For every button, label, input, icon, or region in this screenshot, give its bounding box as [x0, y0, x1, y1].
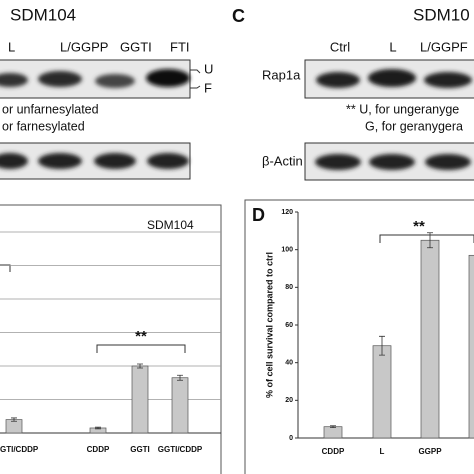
chart-frame	[0, 204, 222, 474]
bar	[372, 345, 392, 439]
panel-label: C	[232, 6, 245, 26]
error-bar	[137, 363, 143, 369]
blot	[304, 142, 474, 181]
bar	[131, 365, 149, 434]
note: ** U, for ungeranyge	[346, 102, 459, 116]
lane-label: FTI	[170, 39, 190, 54]
bracket	[379, 234, 474, 243]
note: or farnesylated	[2, 119, 85, 133]
bar	[468, 254, 474, 439]
bar	[420, 239, 440, 439]
lane-label: L/GGPF	[420, 39, 468, 54]
error-bar	[379, 335, 385, 356]
blot	[304, 59, 474, 99]
bar	[323, 426, 343, 439]
x-tick-label: CDDP	[322, 447, 345, 456]
bar	[171, 377, 189, 434]
y-tick-label: 0	[289, 435, 293, 442]
chart-title: SDM104	[147, 218, 194, 232]
error-bar	[330, 425, 336, 429]
x-tick-label: GTI/CDDP	[0, 445, 39, 454]
chart-frame	[244, 199, 474, 474]
y-tick-label: 80	[285, 284, 293, 291]
bracket	[0, 264, 11, 272]
error-bar	[177, 374, 183, 381]
error-bar	[95, 426, 101, 430]
band-label: U	[204, 61, 213, 76]
y-tick-label: 40	[285, 360, 293, 367]
y-tick-label: 20	[285, 397, 293, 404]
x-tick-label: GGPP	[418, 447, 442, 456]
x-tick-label: GGTI	[130, 445, 150, 454]
band-label: F	[204, 80, 212, 95]
blot-title: SDM10	[413, 5, 470, 24]
blot-title: SDM104	[10, 5, 76, 24]
row-label: Rap1a	[262, 67, 301, 82]
annotation: **	[135, 328, 147, 345]
lane-label: GGTI	[120, 39, 152, 54]
y-tick-label: 100	[281, 247, 293, 254]
lane-label: L	[8, 39, 15, 54]
error-bar	[11, 417, 17, 422]
blot	[0, 142, 191, 180]
annotation: **	[413, 218, 425, 235]
panel-label: D	[252, 205, 265, 225]
lane-label: Ctrl	[330, 39, 350, 54]
y-axis-label: % of cell survival compared to ctrl	[264, 252, 274, 398]
x-tick-label: CDDP	[87, 445, 110, 454]
y-tick-label: 120	[281, 209, 293, 216]
lane-label: L/GGPP	[60, 39, 108, 54]
bracket	[96, 344, 186, 353]
note: G, for geranygera	[365, 119, 463, 133]
note: or unfarnesylated	[2, 102, 99, 116]
x-tick-label: GGTI/CDDP	[158, 445, 203, 454]
y-tick-label: 60	[285, 322, 293, 329]
row-label: β-Actin	[262, 153, 303, 168]
x-tick-label: L	[380, 447, 385, 456]
lane-label: L	[389, 39, 396, 54]
blot	[0, 59, 201, 99]
